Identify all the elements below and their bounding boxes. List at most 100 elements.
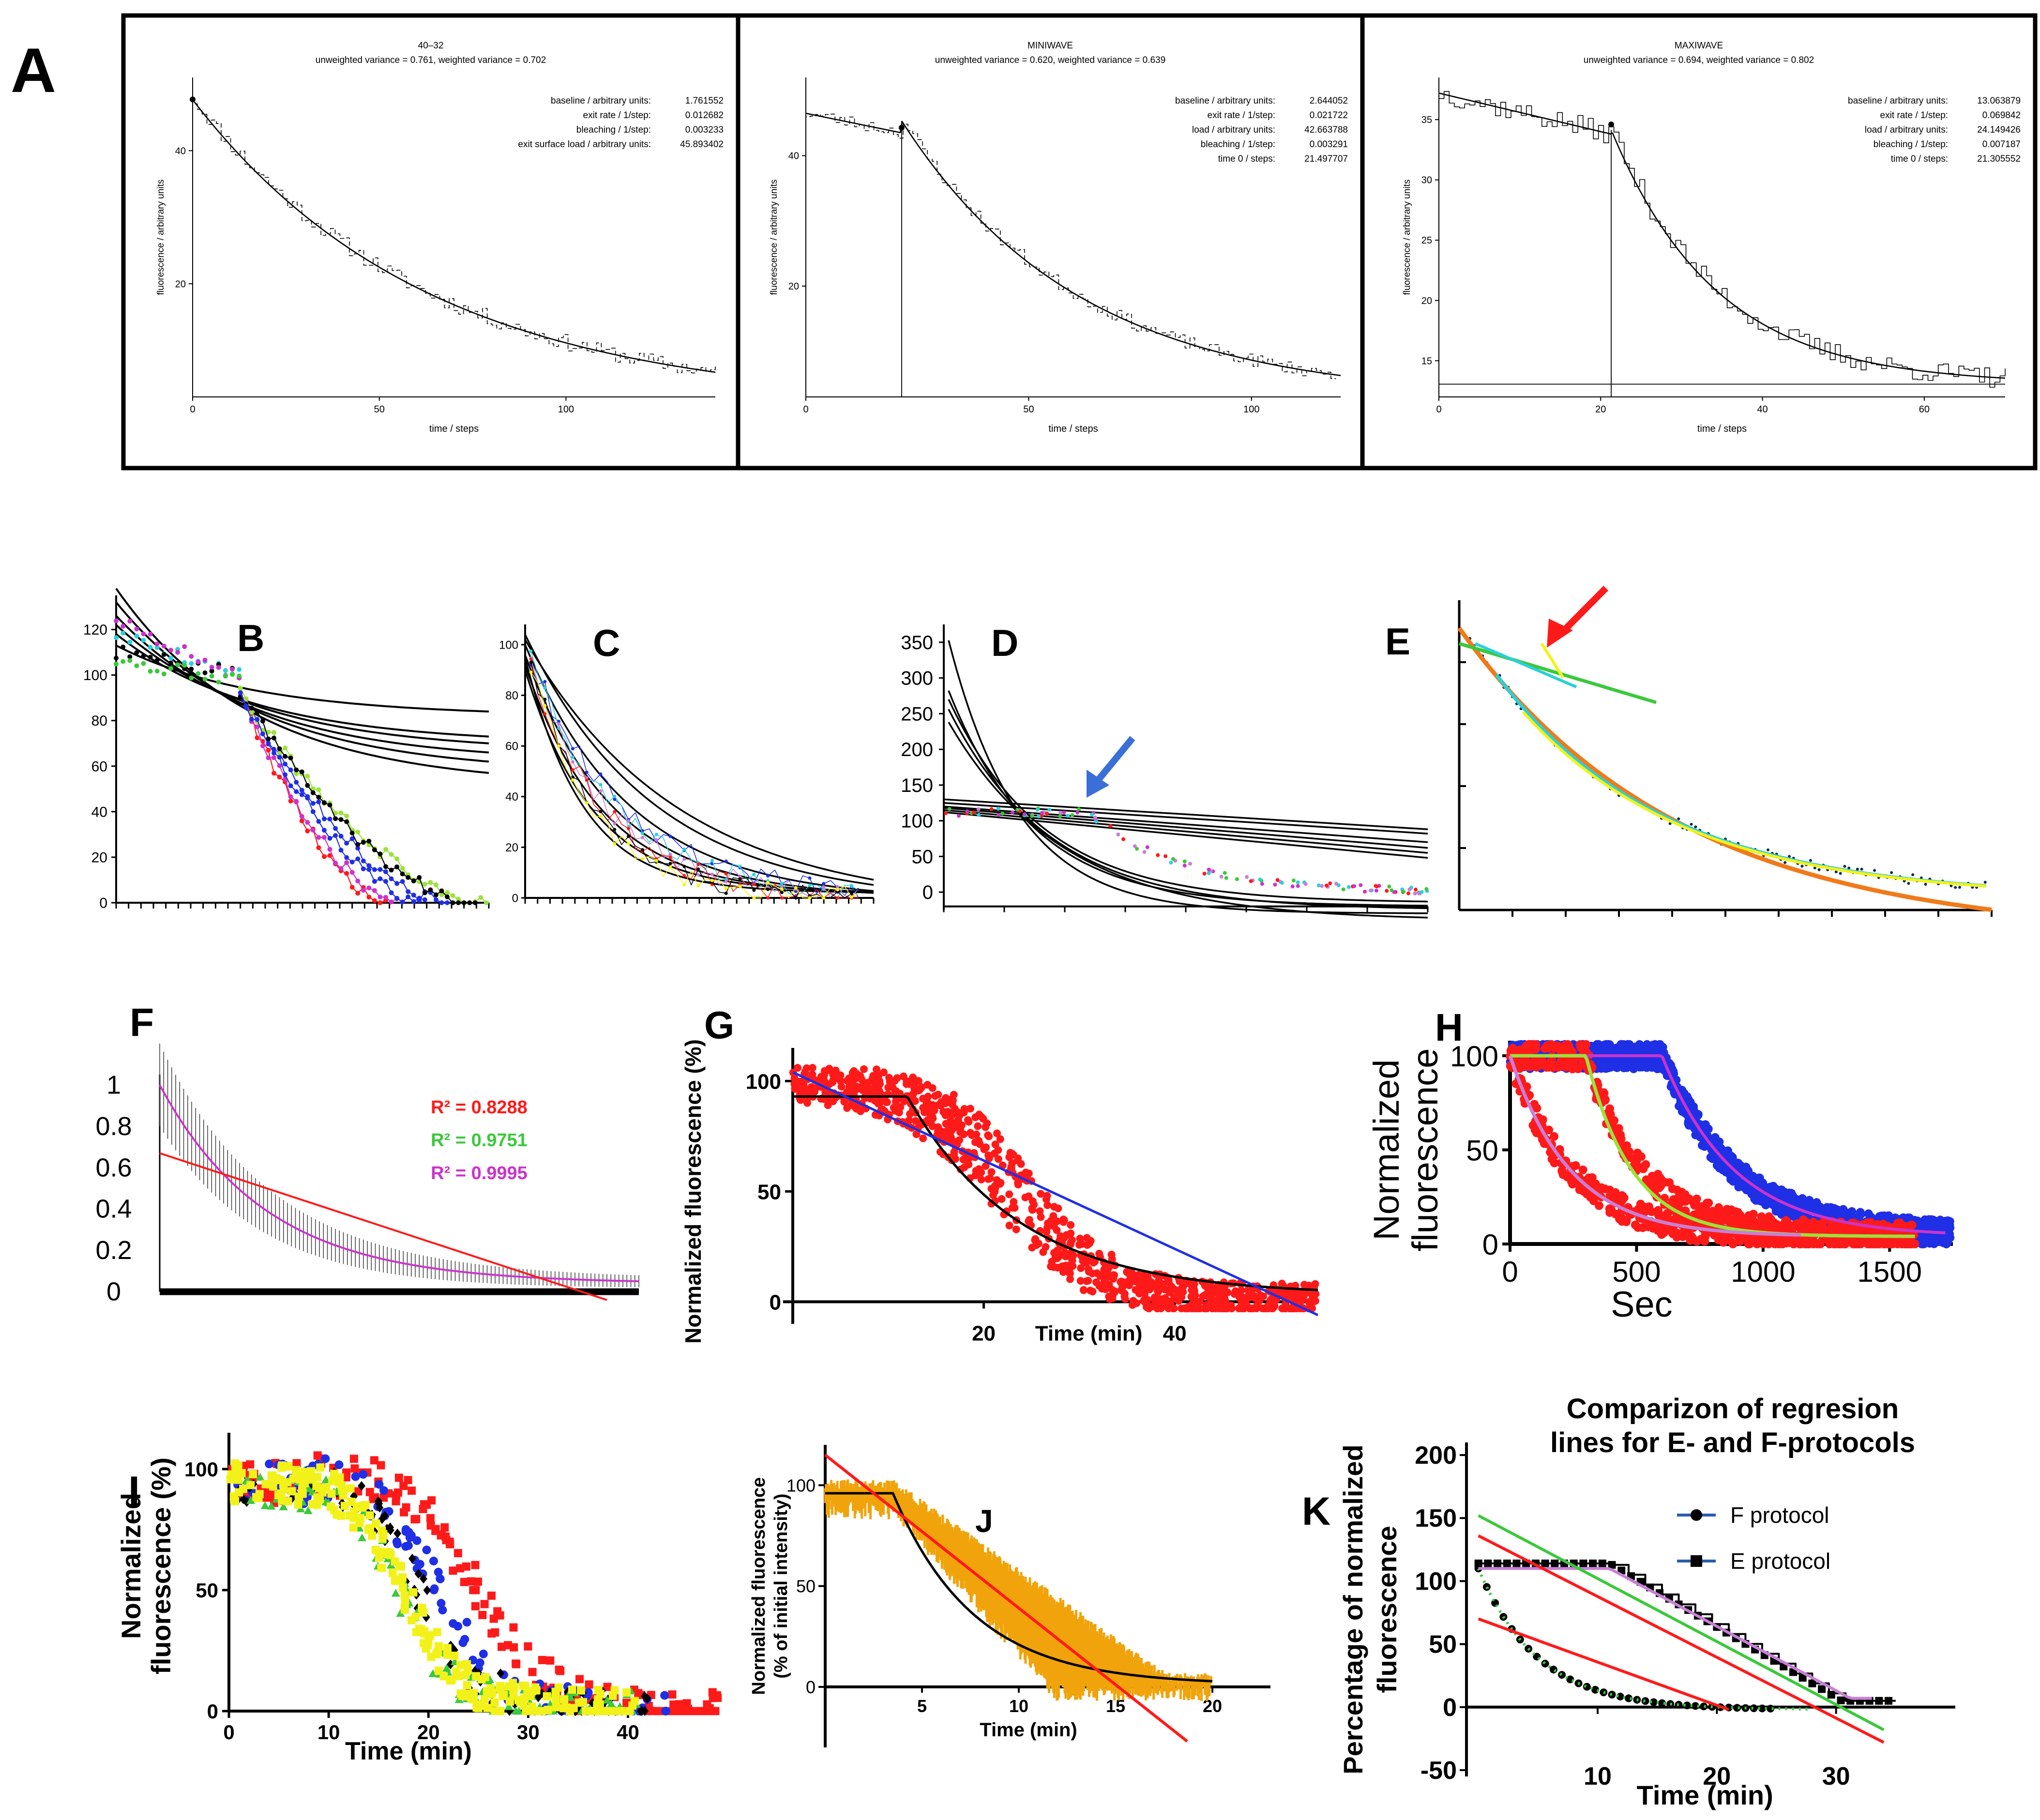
- data-point: [1599, 1088, 1608, 1097]
- data-point: [1043, 1201, 1052, 1209]
- data-point: [243, 696, 249, 701]
- data-point: [299, 788, 304, 793]
- data-point: [1091, 1258, 1099, 1266]
- data-point: [316, 794, 321, 800]
- data-point: [1293, 1291, 1301, 1300]
- data-point: [1201, 1282, 1209, 1290]
- param-value: 1.761552: [685, 96, 724, 106]
- data-point: [1890, 871, 1893, 874]
- data-point: [852, 1070, 861, 1078]
- y-tick-label: 40: [175, 146, 186, 156]
- data-point: [1684, 1095, 1693, 1104]
- data-point: [121, 631, 126, 636]
- data-point: [1719, 1235, 1728, 1244]
- data-point: [299, 818, 304, 823]
- data-point: [456, 1564, 465, 1573]
- param-name: time 0 / steps:: [1891, 154, 1948, 164]
- y-tick-label: 40: [788, 151, 799, 162]
- data-point: [358, 1533, 367, 1542]
- data-point: [630, 1697, 639, 1705]
- data-point: [562, 1703, 571, 1712]
- data-point: [1042, 1195, 1050, 1203]
- data-point: [613, 810, 617, 814]
- data-point: [1949, 884, 1953, 887]
- data-point: [266, 736, 271, 742]
- x-tick-label: 20: [972, 1321, 996, 1345]
- data-point: [1014, 1154, 1022, 1163]
- data-point: [1693, 1110, 1703, 1119]
- data-point: [294, 799, 299, 804]
- data-point: [738, 864, 742, 868]
- data-point: [822, 882, 826, 886]
- data-point: [575, 1675, 584, 1684]
- data-point: [1780, 1219, 1789, 1228]
- data-point: [412, 1628, 421, 1637]
- data-point: [980, 1145, 988, 1153]
- data-point: [305, 819, 310, 825]
- data-point: [792, 1082, 801, 1091]
- data-point: [1553, 1041, 1562, 1050]
- data-point: [237, 673, 242, 679]
- data-point: [1028, 1206, 1036, 1214]
- data-point: [794, 896, 798, 900]
- data-point: [1641, 1207, 1650, 1216]
- data-point: [154, 645, 160, 650]
- data-point: [1015, 807, 1020, 812]
- data-point: [255, 1490, 264, 1499]
- data-point: [1374, 884, 1378, 888]
- data-point: [1390, 888, 1394, 893]
- data-point: [860, 1065, 868, 1073]
- data-point: [1677, 817, 1680, 820]
- data-point: [966, 1129, 974, 1137]
- data-point: [780, 896, 784, 900]
- data-point: [439, 1672, 448, 1681]
- data-point: [599, 772, 603, 776]
- data-point: [333, 826, 338, 831]
- x-tick-label: 10: [1009, 1696, 1028, 1716]
- data-point: [929, 1101, 937, 1109]
- data-point: [885, 1074, 893, 1082]
- y-tick-label: 200: [901, 739, 933, 760]
- data-point: [372, 847, 377, 852]
- data-point: [249, 710, 254, 715]
- data-point: [1734, 1183, 1743, 1192]
- data-point: [338, 834, 344, 839]
- data-point: [1153, 1284, 1161, 1292]
- chart-subtitle: unweighted variance = 0.761, weighted va…: [316, 55, 546, 65]
- data-point: [1704, 1124, 1713, 1134]
- data-point: [378, 851, 383, 857]
- data-point: [372, 888, 377, 893]
- data-point: [529, 670, 533, 674]
- data-point: [1602, 1040, 1611, 1049]
- data-point: [696, 867, 700, 871]
- data-point: [923, 1081, 932, 1089]
- data-point: [389, 899, 394, 905]
- panel-label-B: B: [237, 617, 264, 659]
- data-point: [935, 1125, 943, 1134]
- data-point: [467, 900, 472, 905]
- data-point: [310, 790, 316, 795]
- data-point: [557, 744, 561, 748]
- data-point: [456, 1661, 465, 1669]
- data-point: [1578, 1165, 1587, 1174]
- data-point: [419, 1608, 427, 1617]
- data-point: [1248, 1304, 1256, 1313]
- data-point: [472, 900, 478, 905]
- data-point: [890, 1104, 898, 1112]
- data-point: [355, 846, 361, 851]
- data-point: [738, 884, 742, 888]
- data-point: [668, 862, 672, 865]
- data-point: [271, 735, 276, 741]
- data-point: [305, 795, 310, 801]
- data-point: [1843, 864, 1846, 868]
- data-point: [376, 1547, 384, 1556]
- data-point: [971, 810, 976, 815]
- data-point: [1296, 884, 1300, 888]
- data-point: [260, 743, 265, 748]
- data-point: [298, 1475, 307, 1484]
- data-point: [528, 1668, 537, 1676]
- data-point: [627, 841, 631, 845]
- data-trace: [1438, 91, 2006, 388]
- y-tick-label: 100: [184, 1458, 218, 1481]
- fit-curve: [524, 644, 874, 892]
